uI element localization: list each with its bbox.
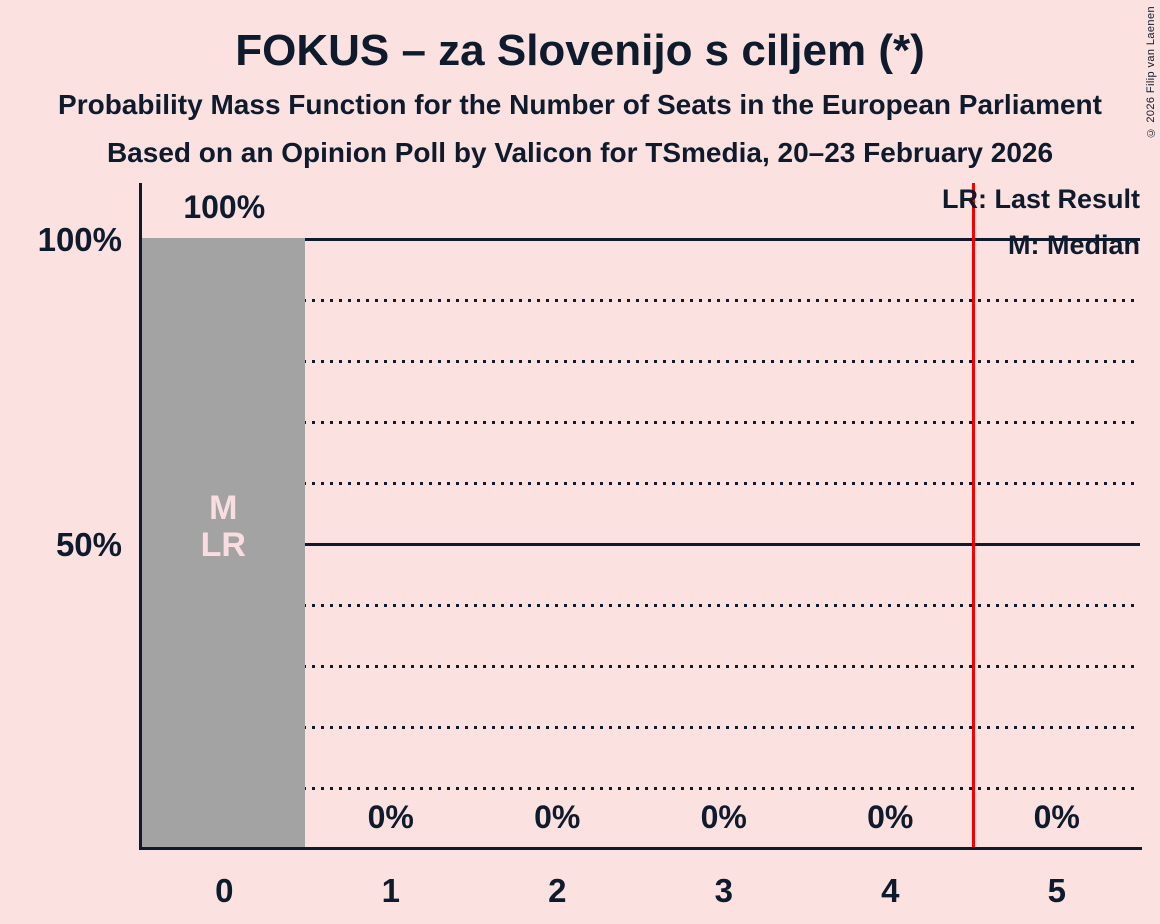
median-marker: M xyxy=(209,489,238,527)
y-tick-label-100: 100% xyxy=(37,220,122,258)
legend-median-label: M: Median xyxy=(1008,230,1140,260)
bar-value-label-2: 0% xyxy=(534,799,581,835)
gridline-dotted-20 xyxy=(141,726,1140,729)
chart-title: FOKUS – za Slovenijo s ciljem (*) xyxy=(235,26,925,75)
x-tick-label-1: 1 xyxy=(381,872,400,909)
last-result-marker: LR xyxy=(200,526,246,564)
x-axis-line xyxy=(139,847,1142,850)
gridline-dotted-30 xyxy=(141,665,1140,668)
legend-last-result-label: LR: Last Result xyxy=(941,184,1140,214)
x-tick-label-4: 4 xyxy=(881,872,900,909)
bar-value-label-1: 0% xyxy=(367,799,414,835)
bar-value-label-3: 0% xyxy=(700,799,747,835)
gridline-solid-100 xyxy=(141,238,1140,241)
bar-value-label-4: 0% xyxy=(867,799,914,835)
gridline-dotted-10 xyxy=(141,787,1140,790)
gridline-solid-50 xyxy=(141,543,1140,546)
x-tick-label-0: 0 xyxy=(215,872,234,909)
bar-value-label-0: 100% xyxy=(183,189,266,225)
gridline-dotted-90 xyxy=(141,299,1140,302)
bar-marker-labels: M LR xyxy=(142,490,305,564)
plot-area: 100% 0 0% 1 0% 2 0% 3 0% 4 0% 5 100% 50% M LR xyxy=(38,183,1142,909)
gridline-dotted-80 xyxy=(141,360,1140,363)
reference-line xyxy=(972,183,975,848)
x-tick-label-5: 5 xyxy=(1047,872,1066,909)
chart-subtitle-poll: Based on an Opinion Poll by Valicon for … xyxy=(106,137,1054,168)
copyright-notice: © 2026 Filip van Laenen xyxy=(1145,6,1157,139)
gridline-dotted-60 xyxy=(141,482,1140,485)
gridline-dotted-40 xyxy=(141,604,1140,607)
y-tick-label-50: 50% xyxy=(55,525,122,563)
chart-subtitle-pmf: Probability Mass Function for the Number… xyxy=(58,89,1102,120)
x-tick-label-2: 2 xyxy=(548,872,567,909)
bar-seats-0 xyxy=(142,238,305,848)
gridline-dotted-70 xyxy=(141,421,1140,424)
bar-value-label-5: 0% xyxy=(1033,799,1080,835)
x-tick-label-3: 3 xyxy=(714,872,733,909)
y-axis-line xyxy=(139,183,142,850)
